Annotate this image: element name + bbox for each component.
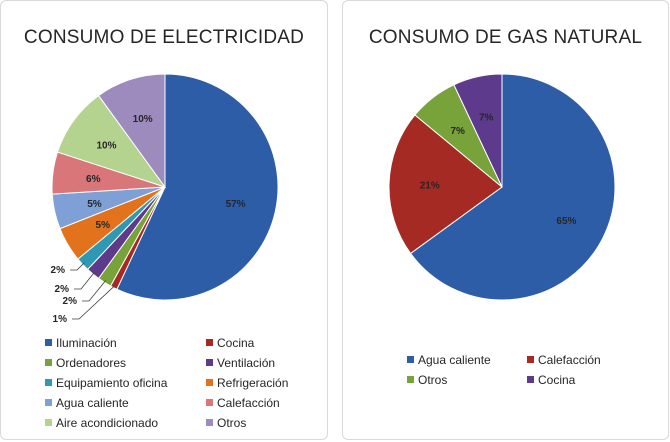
electricity-legend-swatch — [45, 339, 52, 346]
electricity-leader-line-ordenadores — [82, 280, 106, 302]
electricity-leader-line-cocina — [72, 285, 115, 320]
gas-slice-calefaccion — [388, 114, 503, 255]
gas-legend-swatch — [527, 356, 534, 363]
electricity-legend-swatch — [206, 339, 213, 346]
electricity-legend-swatch — [45, 399, 52, 406]
gas-chart-panel: CONSUMO DE GAS NATURAL 65% 21% 7% 7% Agua c… — [342, 0, 669, 440]
electricity-data-label-refrigeracion: 5% — [96, 220, 111, 231]
electricity-leader-line-equipamiento-oficina — [70, 262, 85, 271]
gas-legend-swatch — [407, 356, 414, 363]
electricity-legend-label: Equipamiento oficina — [56, 376, 168, 390]
gas-legend-label: Calefacción — [538, 353, 601, 367]
gas-legend-swatch — [527, 376, 534, 383]
gas-legend-label: Agua caliente — [418, 353, 491, 367]
electricity-legend-label: Cocina — [217, 336, 255, 350]
gas-slice-agua-caliente — [409, 73, 616, 301]
electricity-legend-label: Ventilación — [217, 356, 276, 370]
electricity-legend-swatch — [206, 359, 213, 366]
electricity-data-label-otros: 10% — [133, 114, 153, 125]
electricity-legend-swatch — [45, 379, 52, 386]
electricity-data-label-equipamiento-oficina: 2% — [51, 265, 66, 276]
electricity-legend-label: Otros — [217, 416, 247, 430]
electricity-legend-swatch — [206, 419, 213, 426]
electricity-data-label-aire-acondicionado: 10% — [96, 140, 116, 151]
gas-pie-chart: 65% 21% 7% 7% — [388, 73, 616, 301]
electricity-legend-label: Calefacción — [217, 396, 280, 410]
gas-legend-swatch — [407, 376, 414, 383]
electricity-chart-title: CONSUMO DE ELECTRICIDAD — [23, 27, 305, 48]
gas-legend-label: Otros — [418, 373, 448, 387]
gas-legend-label: Cocina — [538, 373, 576, 387]
electricity-legend-swatch — [206, 379, 213, 386]
electricity-legend-swatch — [45, 359, 52, 366]
gas-data-label-cocina: 7% — [479, 112, 494, 123]
gas-data-label-calefaccion: 21% — [420, 181, 440, 192]
electricity-slice-otros — [97, 73, 166, 189]
electricity-slice-iluminacion — [116, 73, 279, 301]
gas-data-label-otros: 7% — [450, 126, 465, 137]
electricity-legend-label: Aire acondicionado — [56, 416, 159, 430]
electricity-data-label-calefaccion: 6% — [86, 174, 101, 185]
electricity-data-label-iluminacion: 57% — [226, 199, 246, 210]
electricity-legend-label: Iluminación — [56, 336, 117, 350]
electricity-legend-label: Agua caliente — [56, 396, 129, 410]
electricity-slice-aire-acondicionado — [56, 94, 167, 188]
electricity-legend-swatch — [45, 419, 52, 426]
electricity-chart-panel: CONSUMO DE ELECTRICIDAD 57% 1% 2% 2% 2% 5% 5% 6… — [0, 0, 328, 440]
electricity-data-label-agua-caliente: 5% — [87, 199, 102, 210]
electricity-data-label-ordenadores: 2% — [63, 296, 78, 307]
electricity-leader-line-ventilacion — [74, 272, 95, 290]
electricity-data-label-ventilacion: 2% — [55, 284, 70, 295]
gas-slice-cocina — [453, 73, 503, 188]
gas-chart-title: CONSUMO DE GAS NATURAL — [368, 27, 643, 48]
electricity-legend-swatch — [206, 399, 213, 406]
gas-data-label-agua-caliente: 65% — [556, 216, 576, 227]
electricity-pie-chart: 57%1%2%2%2%5%5%6%10%10% — [51, 73, 279, 325]
electricity-legend-label: Refrigeración — [217, 376, 289, 390]
electricity-data-label-cocina: 1% — [53, 314, 68, 325]
electricity-legend-label: Ordenadores — [56, 356, 127, 370]
